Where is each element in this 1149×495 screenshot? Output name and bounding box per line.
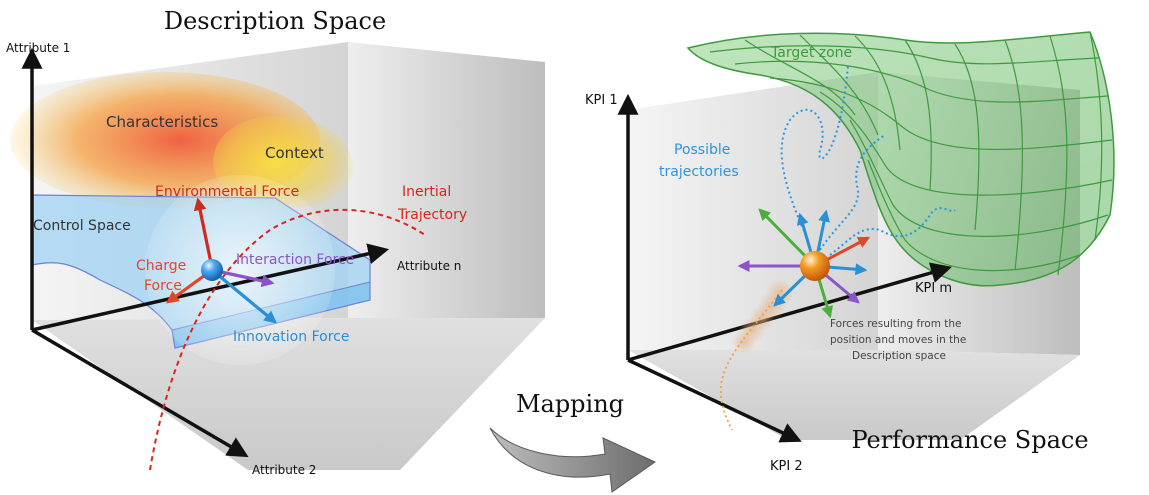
performance-space-title: Performance Space bbox=[851, 426, 1088, 454]
kpi-1-label: KPI 1 bbox=[585, 93, 618, 108]
innovation-force-arrow bbox=[210, 268, 277, 324]
mapping-label: Mapping bbox=[516, 390, 624, 418]
inertial-trajectory-label-line1: Inertial bbox=[402, 184, 451, 200]
kpi-2-label: KPI 2 bbox=[770, 459, 803, 474]
mapping-connector: Mapping bbox=[489, 390, 657, 493]
environmental-force-label: Environmental Force bbox=[155, 184, 299, 200]
attribute-n-label: Attribute n bbox=[397, 259, 461, 273]
mapping-arrow-icon bbox=[489, 427, 657, 493]
context-label: Context bbox=[265, 144, 324, 162]
floor-right bbox=[628, 350, 1080, 440]
control-space-label: Control Space bbox=[33, 218, 131, 234]
kpi-m-axis bbox=[627, 262, 953, 362]
possible-trajectories-paths bbox=[780, 64, 956, 256]
characteristics-label: Characteristics bbox=[106, 113, 218, 131]
possible-trajectories-label-line2: trajectories bbox=[659, 164, 739, 180]
forces-note-line3: Description space bbox=[852, 350, 946, 362]
inertial-trajectory-label-line2: Trajectory bbox=[397, 207, 467, 223]
target-zone-surface bbox=[686, 31, 1115, 287]
actor-sphere bbox=[201, 259, 223, 281]
charge-force-label-line1: Charge bbox=[136, 258, 186, 274]
attribute-n-axis bbox=[31, 243, 390, 332]
reachable-area-sphere bbox=[145, 175, 335, 365]
side-wall bbox=[348, 42, 545, 318]
possible-trajectories-label-line1: Possible bbox=[674, 142, 730, 158]
environmental-force-arrow bbox=[193, 197, 214, 269]
past-trajectory-path bbox=[719, 289, 783, 431]
kpi-m-label: KPI m bbox=[915, 281, 952, 296]
attribute-2-axis bbox=[31, 328, 249, 458]
description-space-panel: Description Space Attribute 1 Attribute … bbox=[6, 7, 545, 477]
attribute-1-label: Attribute 1 bbox=[6, 41, 70, 55]
attribute-2-label: Attribute 2 bbox=[252, 463, 316, 477]
performance-space-panel: Performance Space KPI 1 KPI m KPI 2 Targ… bbox=[585, 31, 1115, 474]
innovation-force-label: Innovation Force bbox=[233, 329, 349, 345]
kpi-2-axis bbox=[627, 358, 802, 443]
interaction-force-label: Interaction Force bbox=[236, 252, 354, 268]
charge-force-label-line2: Force bbox=[144, 278, 182, 294]
description-space-title: Description Space bbox=[164, 7, 386, 35]
target-zone-grid bbox=[709, 31, 1113, 276]
forces-note-line1: Forces resulting from the bbox=[830, 318, 962, 330]
actor-sphere-right bbox=[800, 251, 830, 281]
target-zone-label: Target zone bbox=[770, 45, 852, 61]
forces-note-line2: position and moves in the bbox=[830, 334, 966, 346]
floor bbox=[32, 318, 545, 470]
inertial-trajectory-path bbox=[149, 208, 426, 471]
